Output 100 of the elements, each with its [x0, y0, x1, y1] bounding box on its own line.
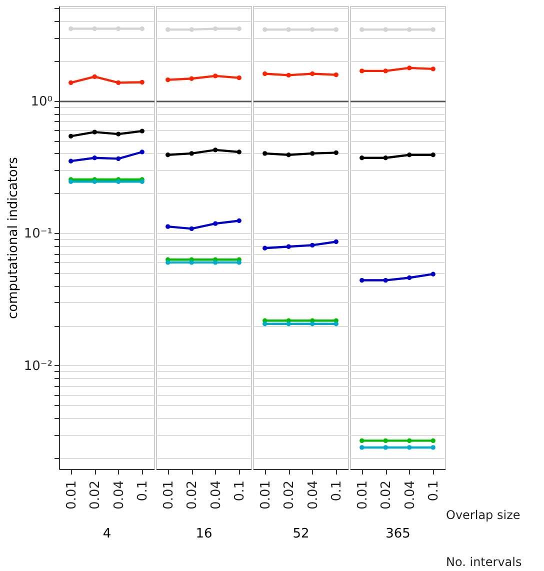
point	[430, 27, 436, 32]
point	[334, 150, 338, 156]
point	[383, 278, 388, 283]
point	[383, 445, 388, 450]
point	[166, 152, 170, 158]
point	[430, 445, 436, 450]
point	[407, 275, 412, 280]
point	[407, 445, 412, 450]
text: No. intervals	[446, 555, 522, 569]
point	[286, 72, 291, 78]
point	[262, 322, 268, 326]
x-axis-title: 16	[196, 526, 212, 542]
x-tick-label: 0.04	[402, 480, 418, 510]
point	[407, 152, 412, 158]
point	[189, 226, 194, 232]
point	[213, 221, 218, 226]
point	[334, 322, 338, 326]
point	[430, 438, 436, 444]
point	[286, 27, 291, 32]
point	[430, 66, 436, 72]
y-tick-label: 10⁻¹	[24, 226, 52, 242]
point	[116, 80, 121, 86]
x-tick-label: 0.1	[232, 480, 248, 502]
point	[68, 26, 74, 32]
point	[189, 151, 194, 156]
x-tick-label: 0.02	[282, 480, 298, 510]
point	[383, 438, 388, 444]
x-axis-title: 52	[292, 526, 310, 542]
point	[68, 134, 74, 139]
point	[236, 150, 242, 154]
point	[213, 74, 218, 78]
x-tick-label: 0.01	[64, 480, 80, 510]
point	[360, 156, 364, 160]
point	[92, 26, 97, 32]
point	[407, 27, 412, 32]
y-tick-label: 10⁻²	[24, 358, 52, 374]
point	[383, 156, 388, 160]
point	[140, 80, 144, 85]
x-tick-label: 0.01	[355, 480, 370, 510]
point	[116, 132, 121, 136]
point	[92, 156, 97, 160]
point	[360, 278, 364, 283]
x-tick-label: 0.02	[185, 480, 200, 510]
point	[383, 27, 388, 32]
x-tick-label: 0.04	[112, 480, 127, 510]
point	[262, 151, 268, 156]
x-tick-label: 0.02	[88, 480, 104, 510]
point	[236, 75, 242, 80]
x-tick-label: 0.04	[306, 480, 321, 510]
point	[310, 151, 315, 156]
point	[189, 27, 194, 32]
point	[262, 27, 268, 32]
point	[360, 445, 364, 450]
point	[166, 77, 170, 82]
point	[360, 27, 364, 32]
y-tick-label: 10⁰	[30, 94, 52, 110]
point	[213, 260, 218, 265]
text: Overlap size	[446, 508, 520, 522]
point	[189, 76, 194, 81]
point	[310, 71, 315, 76]
x-tick-label: 0.1	[136, 480, 151, 502]
point	[213, 148, 218, 152]
x-tick-label: 0.04	[208, 480, 224, 510]
point	[310, 322, 315, 326]
point	[236, 218, 242, 224]
point	[236, 260, 242, 265]
point	[140, 26, 144, 32]
point	[430, 152, 436, 158]
point	[116, 26, 121, 32]
x-tick-label: 0.01	[258, 480, 274, 510]
point	[310, 27, 315, 32]
x-tick-label: 0.01	[161, 480, 176, 510]
point	[262, 71, 268, 76]
point	[360, 68, 364, 74]
point	[334, 27, 338, 32]
point	[166, 27, 170, 32]
point	[286, 322, 291, 326]
point	[213, 26, 218, 32]
point	[68, 158, 74, 164]
point	[92, 130, 97, 134]
x-tick-label: 0.02	[379, 480, 394, 510]
point	[116, 156, 121, 162]
x-axis-title: 365	[386, 526, 410, 542]
point	[92, 74, 97, 80]
point	[236, 26, 242, 32]
x-axis-title: 4	[102, 526, 112, 542]
point	[189, 260, 194, 265]
point	[166, 224, 170, 229]
point	[430, 272, 436, 276]
point	[310, 242, 315, 248]
point	[68, 80, 74, 86]
point	[262, 246, 268, 250]
point	[334, 72, 338, 78]
point	[407, 438, 412, 444]
point	[140, 150, 144, 154]
point	[140, 128, 144, 134]
point	[383, 68, 388, 74]
y-axis-title: computational indicators	[6, 156, 21, 319]
point	[286, 244, 291, 249]
point	[286, 152, 291, 158]
